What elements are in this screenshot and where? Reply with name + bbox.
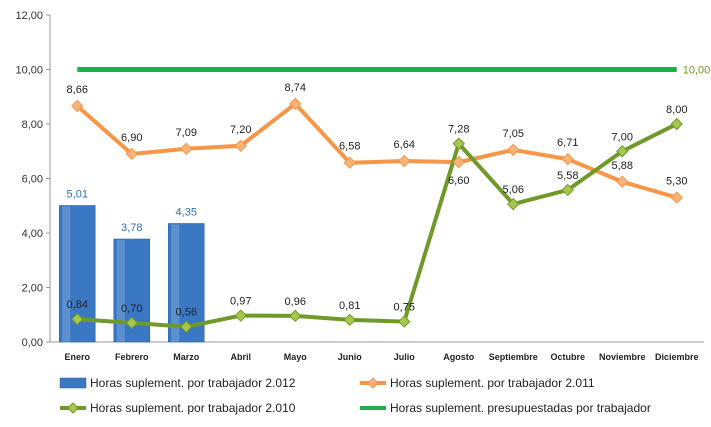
legend-label: Horas suplement. presupuestadas por trab… [390, 401, 651, 415]
series-2011-data-label: 6,90 [121, 132, 142, 144]
series-2010-point [670, 117, 683, 131]
bar-highlight [171, 224, 180, 342]
legend-label: Horas suplement. por trabajador 2.010 [90, 401, 296, 415]
legend-item: Horas suplement. por trabajador 2.011 [360, 376, 595, 390]
y-tick-label: 4,00 [22, 228, 43, 240]
series-2010-point [452, 137, 465, 150]
y-tick-label: 0,00 [22, 337, 43, 349]
series-2010-data-label: 8,00 [666, 104, 687, 116]
x-tick-label: Julio [394, 352, 416, 362]
series-2011-point [343, 156, 356, 169]
series-2010-data-label: 0,81 [339, 300, 360, 312]
series-2011-point [670, 191, 683, 204]
line-series [71, 67, 683, 333]
x-tick-label: Mayo [284, 352, 308, 362]
series-2010-data-label: 0,84 [67, 299, 88, 311]
series-2011-data-label: 7,09 [176, 127, 197, 139]
series-2010-data-label: 7,28 [448, 124, 469, 136]
series-2011-data-label: 6,60 [448, 175, 469, 187]
x-tick-label: Noviembre [599, 352, 646, 362]
x-tick-label: Octubre [550, 352, 585, 362]
series-2010-point [398, 315, 411, 328]
bar-highlight [62, 206, 71, 342]
axes: 0,00 2,00 4,00 6,00 8,00 10,00 12,00 Enero Febre… [15, 10, 704, 362]
y-tick-label: 6,00 [22, 174, 43, 186]
series-2011-data-label: 6,71 [557, 137, 578, 149]
series-2011-point [289, 97, 302, 111]
series-2010-point [180, 320, 193, 333]
series-2011-data-label: 5,88 [612, 160, 633, 172]
series-2011-point [125, 147, 138, 161]
series-2010-point [234, 309, 247, 322]
series-2010-point [561, 183, 574, 197]
x-tick-label: Agosto [443, 352, 474, 362]
series-2010-point [125, 316, 138, 330]
x-tick-label: Junio [338, 352, 363, 362]
series-2010-point [616, 145, 629, 158]
series-2011-data-label: 6,64 [394, 139, 415, 151]
legend-marker [367, 377, 379, 389]
legend-swatch [59, 377, 87, 389]
legend-marker [67, 402, 79, 414]
y-tick-label: 12,00 [15, 10, 43, 22]
target-data-label: 10,00 [683, 65, 711, 77]
series-2011-data-label: 6,58 [339, 141, 360, 153]
series-2010-data-label: 0,56 [176, 307, 197, 319]
series-2011-data-label: 7,05 [503, 128, 524, 140]
series-2011-point [616, 175, 629, 188]
y-tick-label: 8,00 [22, 119, 43, 131]
y-tick-label: 2,00 [22, 283, 43, 295]
series-2010-line [77, 122, 678, 329]
y-tick-label: 10,00 [15, 65, 43, 77]
series-2010-data-label: 0,96 [285, 296, 306, 308]
series-2010-point [289, 309, 302, 323]
series-2010-data-label: 0,75 [394, 302, 415, 314]
series-2010-data-label: 0,70 [121, 303, 142, 315]
x-tick-label: Septiembre [489, 352, 538, 362]
legend-label: Horas suplement. por trabajador 2.012 [90, 376, 296, 390]
legend-label: Horas suplement. por trabajador 2.011 [390, 376, 595, 390]
series-2011-point [561, 152, 574, 166]
legend: Horas suplement. por trabajador 2.012 Hor… [59, 376, 651, 415]
series-2010-point [343, 313, 356, 327]
bar-highlight [116, 239, 125, 342]
x-tick-label: Febrero [115, 352, 149, 362]
x-tick-label: Marzo [173, 352, 200, 362]
series-2011-data-label: 7,20 [230, 124, 251, 136]
bar-data-label: 4,35 [176, 206, 197, 218]
series-2010-point [507, 197, 520, 211]
series-2011-point [452, 155, 465, 169]
x-tick-label: Abril [230, 352, 251, 362]
series-2011-line [75, 101, 678, 200]
series-2011-data-label: 8,66 [67, 84, 88, 96]
series-2010-data-label: 5,06 [503, 184, 524, 196]
x-tick-label: Enero [64, 352, 90, 362]
bar-data-label: 5,01 [67, 188, 88, 200]
series-2010-data-label: 0,97 [230, 296, 251, 308]
series-2011-point [71, 99, 84, 113]
data-labels: 5,01 3,78 4,35 10,00 8,66 6,90 7,09 7,20 8,74 6,5… [67, 65, 711, 319]
legend-item: Horas suplement. por trabajador 2.010 [60, 401, 296, 415]
series-2011-point [234, 139, 247, 153]
series-2011-data-label: 8,74 [285, 82, 306, 94]
series-2010-point [71, 312, 84, 326]
legend-item: Horas suplement. presupuestadas por trab… [360, 401, 651, 415]
series-2011-point [180, 142, 193, 156]
bar-data-label: 3,78 [121, 222, 142, 234]
x-tick-label: Diciembre [655, 352, 699, 362]
series-2010-data-label: 5,58 [557, 170, 578, 182]
series-2011-point [507, 143, 520, 157]
legend-item: Horas suplement. por trabajador 2.012 [59, 376, 296, 390]
series-2011-data-label: 5,30 [666, 176, 687, 188]
series-2010-data-label: 7,00 [612, 131, 633, 143]
series-2011-point [398, 154, 411, 168]
